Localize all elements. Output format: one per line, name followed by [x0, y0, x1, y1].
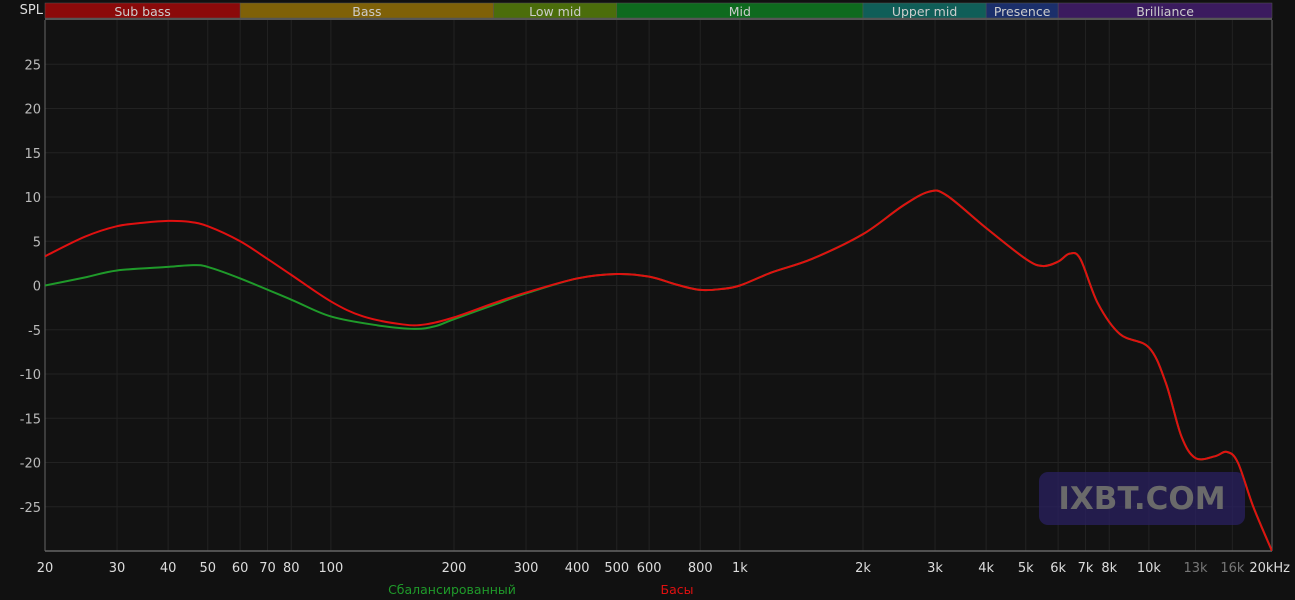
y-tick-label: -25 [20, 501, 41, 516]
y-tick-label: -5 [28, 324, 41, 339]
y-tick-label: 10 [24, 191, 41, 206]
y-tick-label: -20 [20, 457, 41, 472]
x-tick-label: 3k [927, 561, 943, 576]
watermark: IXBT.COM [1039, 472, 1245, 525]
x-tick-label: 5k [1018, 561, 1034, 576]
x-tick-label: 13k [1183, 561, 1208, 576]
x-tick-label: 20 [37, 561, 54, 576]
series-line [45, 189, 1272, 551]
band-label: Sub bass [114, 4, 170, 19]
band-label: Mid [729, 4, 751, 19]
x-tick-label: 400 [565, 561, 590, 576]
y-axis-label: SPL [20, 3, 44, 18]
legend-entry: Сбалансированный [388, 582, 516, 597]
x-tick-label: 7k [1078, 561, 1094, 576]
x-tick-label: 1k [732, 561, 748, 576]
x-tick-label: 8k [1101, 561, 1117, 576]
x-tick-label: 500 [604, 561, 629, 576]
band-label: Upper mid [892, 4, 957, 19]
y-tick-label: 25 [24, 58, 41, 73]
y-tick-label: -15 [20, 412, 41, 427]
y-tick-label: 15 [24, 147, 41, 162]
x-tick-label: 6k [1050, 561, 1066, 576]
band-label: Presence [994, 4, 1051, 19]
y-tick-label: 20 [24, 103, 41, 118]
y-tick-label: -10 [20, 368, 41, 383]
band-divider [45, 18, 1272, 20]
x-tick-label: 80 [283, 561, 300, 576]
x-tick-label: 2k [855, 561, 871, 576]
band-label: Low mid [529, 4, 581, 19]
band-label: Bass [352, 4, 381, 19]
svg-text:IXBT.COM: IXBT.COM [1058, 481, 1225, 517]
band-label: Brilliance [1136, 4, 1194, 19]
x-tick-label: 300 [514, 561, 539, 576]
x-tick-label: 800 [688, 561, 713, 576]
x-tick-label: 60 [232, 561, 249, 576]
x-tick-label: 20kHz [1249, 561, 1290, 576]
x-tick-label: 100 [318, 561, 343, 576]
x-tick-label: 40 [160, 561, 177, 576]
x-tick-label: 200 [442, 561, 467, 576]
x-tick-label: 600 [637, 561, 662, 576]
x-tick-label: 16k [1220, 561, 1245, 576]
x-tick-label: 10k [1137, 561, 1162, 576]
x-tick-label: 70 [259, 561, 276, 576]
x-tick-label: 4k [978, 561, 994, 576]
y-tick-label: 0 [33, 280, 41, 295]
y-tick-label: 5 [33, 235, 41, 250]
x-tick-label: 50 [199, 561, 216, 576]
legend-entry: Басы [661, 582, 694, 597]
x-tick-label: 30 [109, 561, 126, 576]
